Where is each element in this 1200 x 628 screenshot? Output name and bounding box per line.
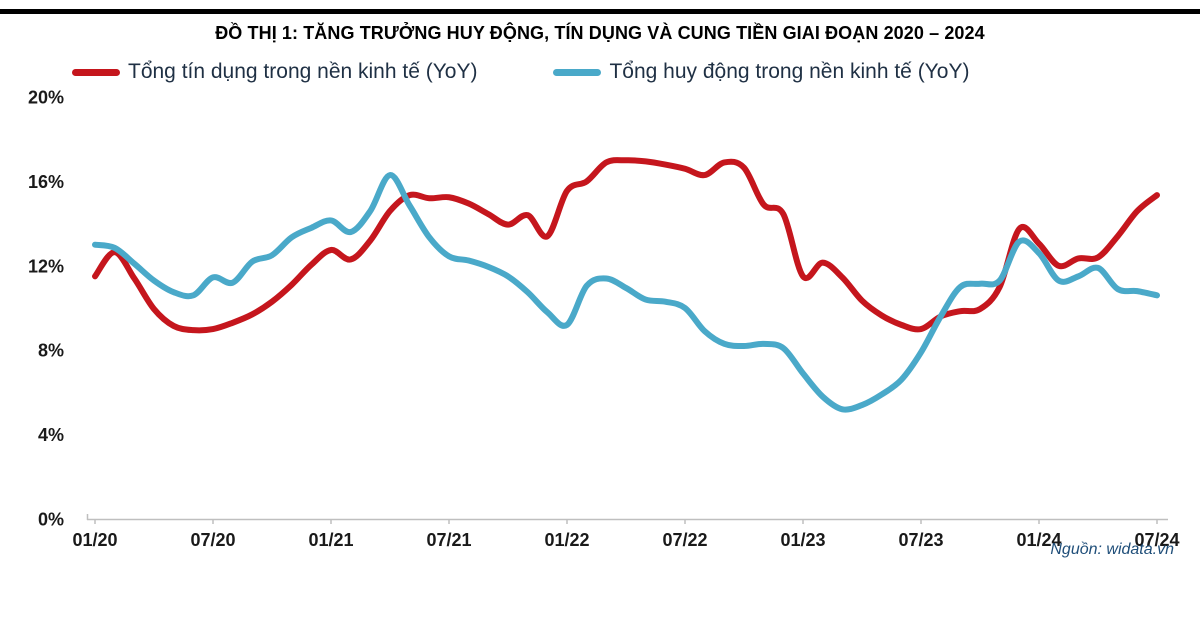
x-tick-label: 01/24: [1016, 530, 1061, 550]
x-tick-label: 01/20: [72, 530, 117, 550]
x-tick-label: 07/22: [662, 530, 707, 550]
deposit-line-swatch: [553, 68, 602, 76]
x-tick-label: 07/24: [1134, 530, 1179, 550]
source-attribution: Nguồn: widata.vn: [1050, 541, 1174, 558]
page-edge-fragment: [0, 9, 22, 12]
legend-item-deposit: Tổng huy động trong nền kinh tế (YoY): [553, 60, 969, 84]
deposit-legend-label: Tổng huy động trong nền kinh tế (YoY): [609, 60, 970, 83]
y-tick-label: 20%: [28, 88, 64, 108]
y-tick-label: 0%: [38, 510, 64, 530]
x-tick-label: 07/20: [190, 530, 235, 550]
chart-svg: 01/20 07/20 01/21 07/21 01/22 07/22 01/23 07/23…: [28, 88, 1180, 551]
x-tick-label: 01/23: [780, 530, 825, 550]
credit-legend-label: Tổng tín dụng trong nền kinh tế (YoY): [128, 60, 478, 83]
credit-line-swatch: [72, 68, 120, 76]
x-tick-label: 01/21: [308, 530, 353, 550]
y-tick-label: 8%: [38, 341, 64, 361]
y-tick-label: 12%: [28, 256, 64, 276]
legend-item-credit: Tổng tín dụng trong nền kinh tế (YoY): [72, 60, 477, 84]
chart-legend: Tổng tín dụng trong nền kinh tế (YoY) Tổ…: [72, 60, 1200, 84]
x-tick-label: 01/22: [544, 530, 589, 550]
y-tick-label: 16%: [28, 172, 64, 192]
title-top-rule: [0, 9, 1200, 14]
chart-area: 01/20 07/20 01/21 07/21 01/22 07/22 01/23 07/23…: [0, 84, 1200, 567]
credit-line-series: [92, 157, 1160, 334]
deposit-line-series: [92, 172, 1160, 413]
chart-title: ĐỒ THỊ 1: TĂNG TRƯỞNG HUY ĐỘNG, TÍN DỤNG…: [215, 23, 985, 43]
x-tick-label: 07/21: [426, 530, 471, 550]
x-tick-label: 07/23: [898, 530, 943, 550]
y-tick-label: 4%: [38, 425, 64, 445]
